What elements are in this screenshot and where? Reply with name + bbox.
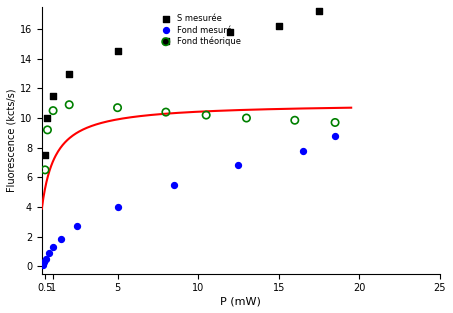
Fond mesuré	[58, 237, 65, 242]
S mesurée	[114, 49, 121, 54]
Fond théorique	[41, 167, 48, 172]
Fond mesuré	[45, 250, 53, 255]
Fond théorique	[44, 127, 51, 132]
S mesurée	[44, 115, 51, 121]
Fond théorique	[291, 118, 299, 123]
S mesurée	[41, 152, 48, 157]
Legend: S mesurée, Fond mesuré, Fond théorique: S mesurée, Fond mesuré, Fond théorique	[158, 11, 245, 49]
Fond théorique	[243, 115, 250, 121]
S mesurée	[162, 38, 169, 44]
Fond mesuré	[49, 244, 57, 249]
Fond mesuré	[74, 224, 81, 229]
Fond mesuré	[235, 163, 242, 168]
Fond théorique	[49, 108, 57, 113]
Fond mesuré	[39, 262, 46, 267]
Fond mesuré	[332, 133, 339, 138]
S mesurée	[66, 71, 73, 76]
Fond théorique	[332, 120, 339, 125]
Fond théorique	[202, 113, 210, 118]
S mesurée	[49, 93, 57, 98]
Fond théorique	[66, 102, 73, 107]
Fond mesuré	[114, 204, 121, 209]
Fond mesuré	[42, 256, 49, 261]
Fond mesuré	[299, 148, 307, 153]
Fond théorique	[114, 105, 121, 110]
S mesurée	[275, 24, 282, 29]
Fond théorique	[162, 110, 169, 115]
Fond mesuré	[170, 182, 178, 187]
Y-axis label: Fluorescence (kcts/s): Fluorescence (kcts/s)	[7, 89, 17, 192]
S mesurée	[315, 9, 323, 14]
Fond mesuré	[40, 260, 48, 265]
S mesurée	[226, 30, 234, 35]
X-axis label: P (mW): P (mW)	[220, 296, 261, 306]
